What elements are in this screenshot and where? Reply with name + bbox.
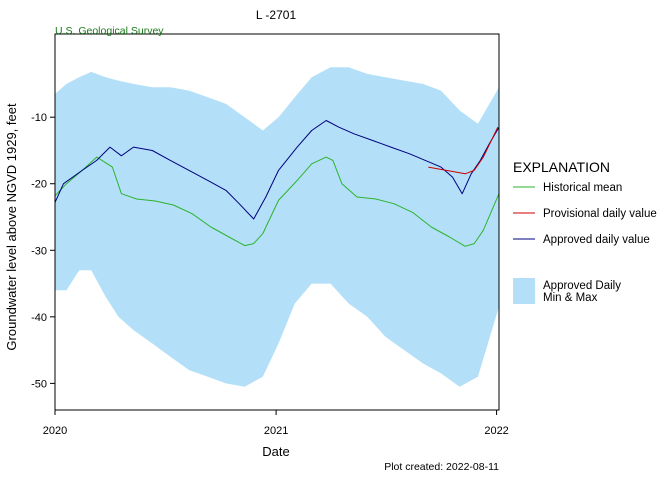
approved-daily-value-line	[54, 120, 500, 220]
y-tick-label: -20	[31, 179, 47, 191]
chart-title: L -2701	[256, 8, 297, 22]
y-tick-label: -10	[31, 112, 47, 124]
y-tick-label: -40	[31, 312, 47, 324]
legend-label: Provisional daily value	[543, 208, 657, 220]
x-axis-label: Date	[262, 444, 289, 459]
legend-title: EXPLANATION	[513, 159, 610, 175]
min-max-band	[55, 67, 499, 387]
chart-subtitle: U.S. Geological Survey	[55, 25, 164, 37]
plot-created-note: Plot created: 2022-08-11	[384, 461, 499, 473]
legend-label: Historical mean	[543, 182, 622, 194]
y-axis-label: Groundwater level above NGVD 1929, feet	[4, 103, 19, 351]
x-tick-label: 2022	[484, 425, 508, 437]
provisional-daily-value-line	[428, 126, 499, 175]
legend-label: Approved Daily	[543, 280, 621, 292]
x-tick-label: 2020	[43, 425, 67, 437]
legend-swatch	[513, 278, 535, 304]
y-tick-label: -30	[31, 245, 47, 257]
y-tick-label: -50	[31, 378, 47, 390]
historical-mean-line	[54, 156, 500, 247]
plot-frame	[54, 33, 500, 411]
series-line-layer	[54, 120, 500, 247]
x-tick-label: 2021	[264, 425, 288, 437]
legend: EXPLANATION Historical mean Provisional da…	[513, 159, 657, 304]
min-max-band-layer	[55, 67, 499, 387]
axis-layer: -10 -20 -30 -40 -50 2020 2021 2022	[31, 112, 509, 437]
legend-label: Min & Max	[543, 292, 598, 304]
legend-label: Approved daily value	[543, 234, 650, 246]
